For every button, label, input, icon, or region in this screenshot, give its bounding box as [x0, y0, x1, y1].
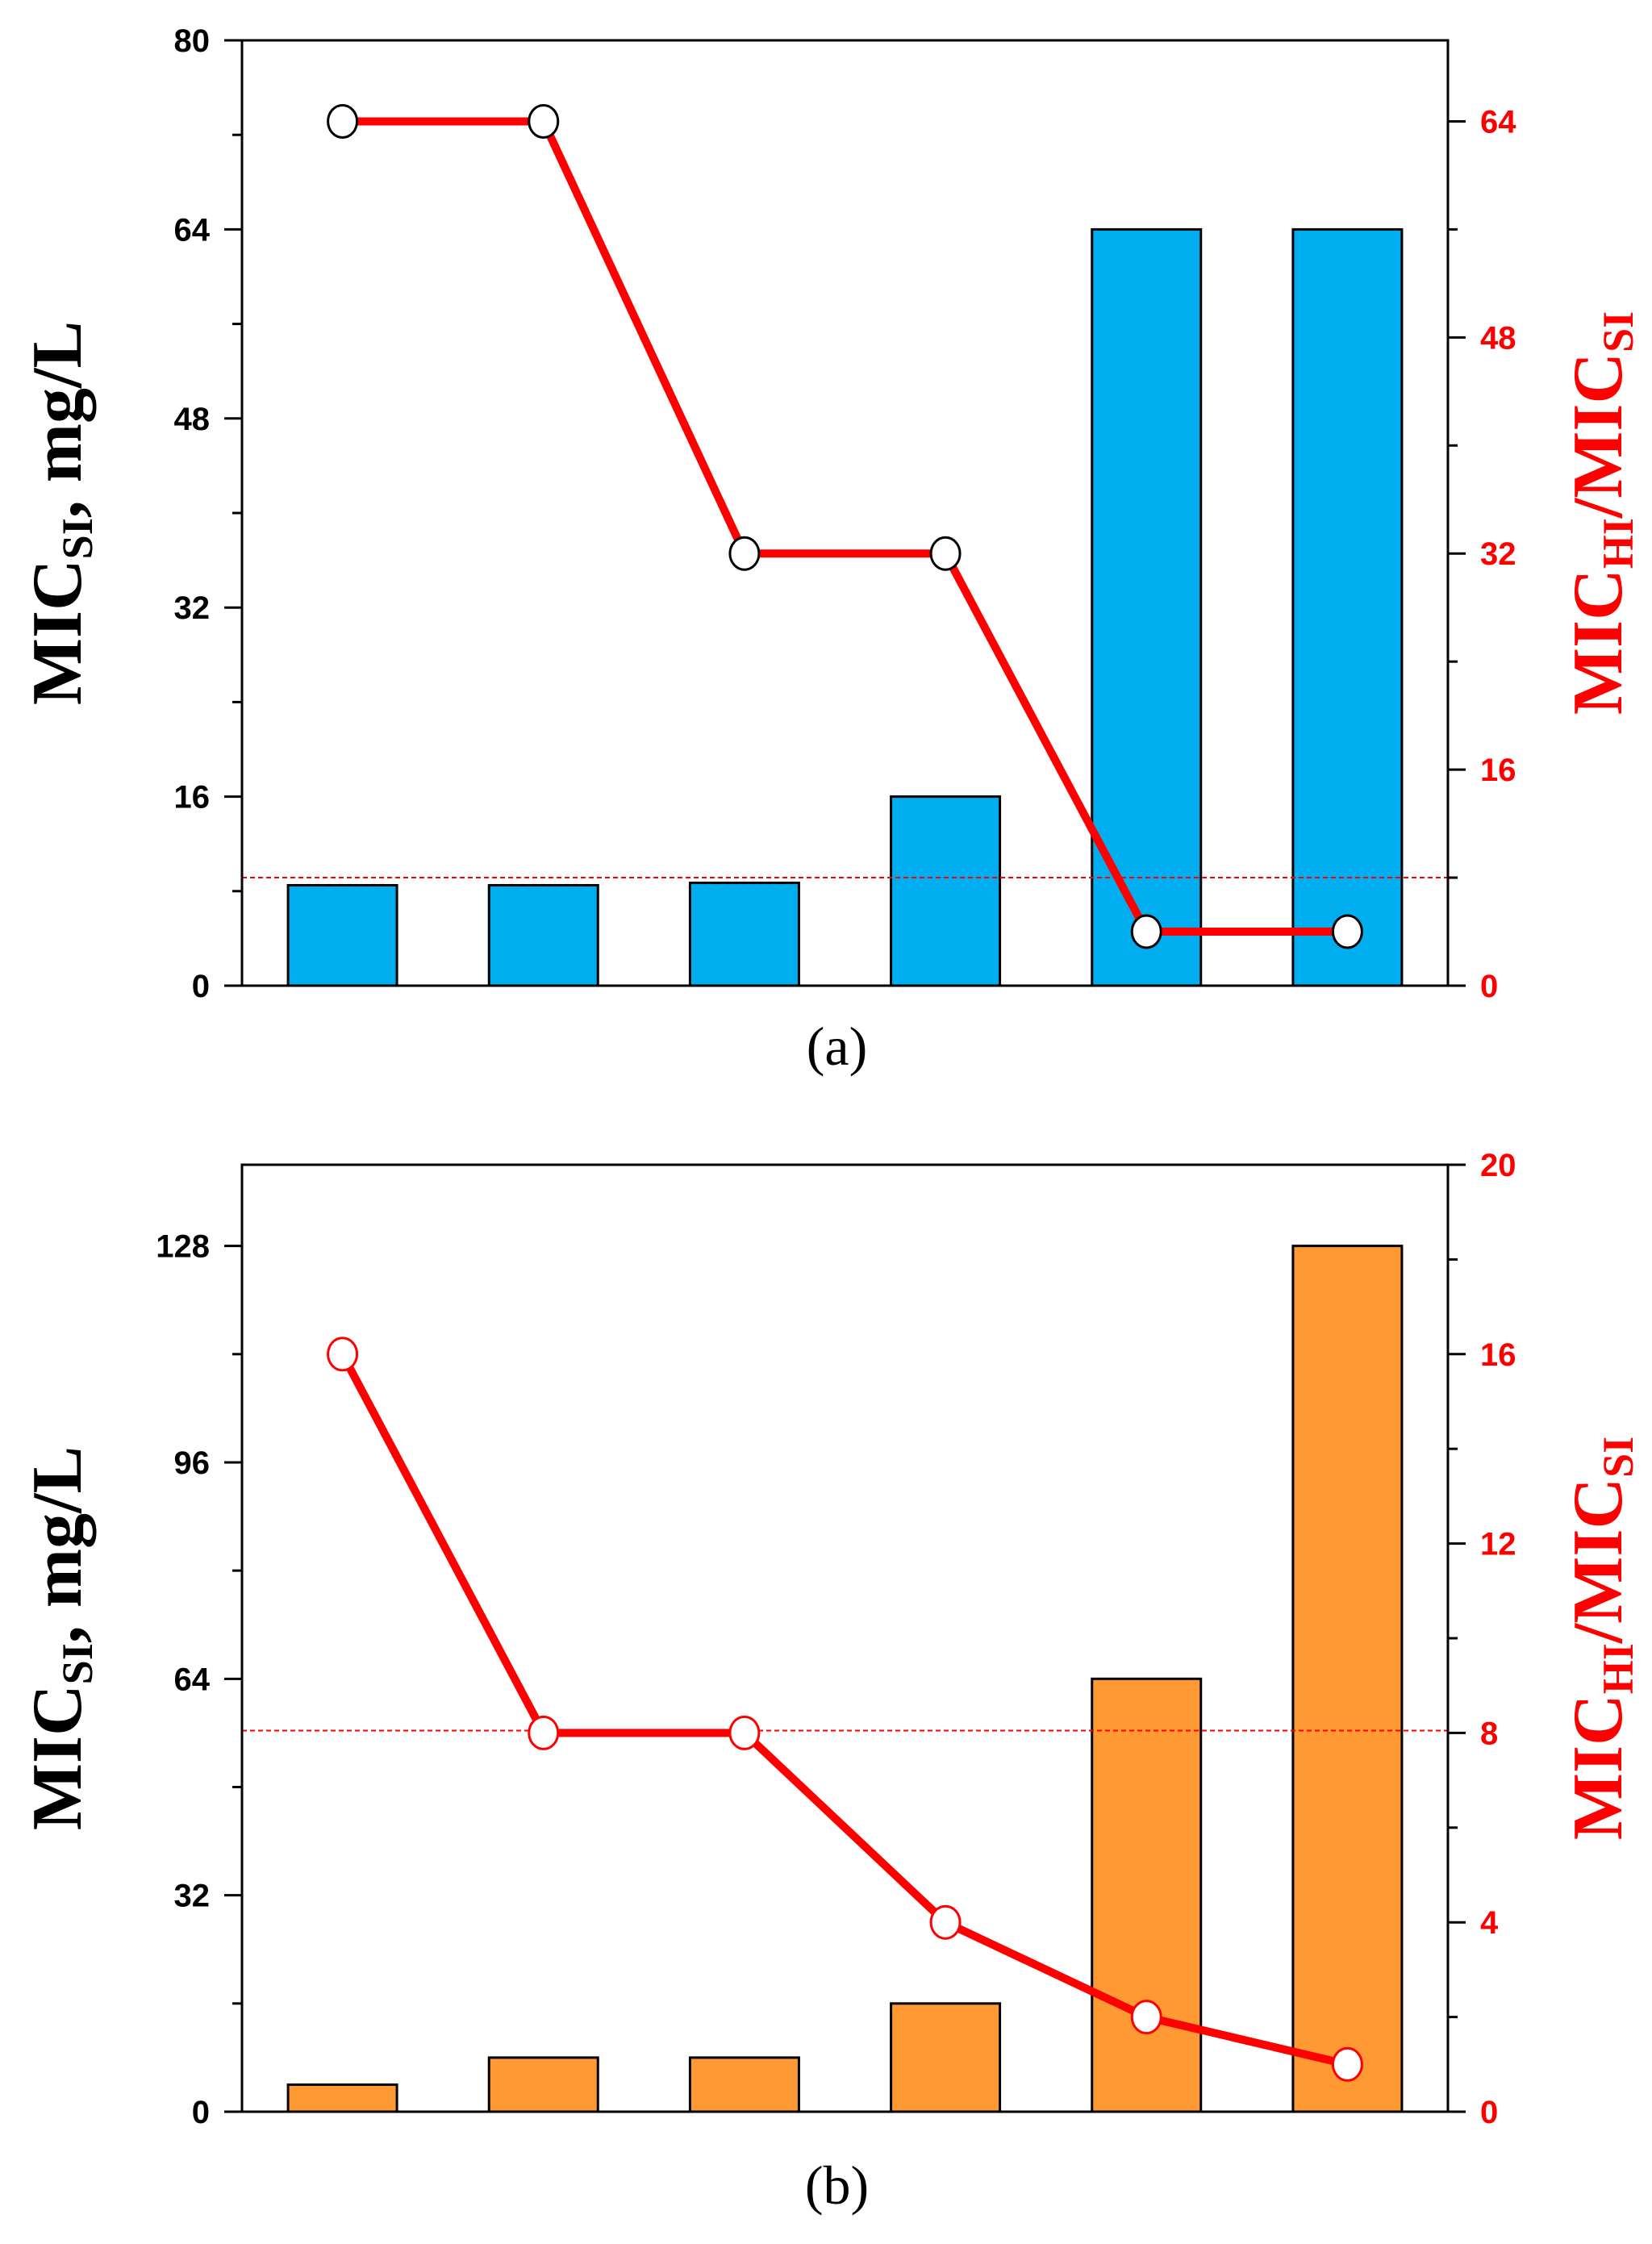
right-tick-label-b: 12 — [1480, 1527, 1516, 1562]
left-tick-label-b: 32 — [174, 1879, 211, 1914]
right-axis-a: 0 16 32 48 64 — [1448, 104, 1516, 1004]
left-axis-title-b: MICSI, mg/L — [19, 1446, 102, 1830]
left-tick-label-a: 0 — [192, 969, 210, 1004]
right-tick-label-a: 32 — [1480, 536, 1516, 572]
ratio-marker-b-2 — [528, 1715, 560, 1750]
ratio-marker-a-6 — [1331, 914, 1363, 949]
left-tick-label-a: 48 — [174, 402, 211, 437]
ratio-markers-a — [327, 103, 1363, 949]
left-title-main-a: MIC — [19, 559, 97, 705]
right-tick-label-b: 20 — [1480, 1148, 1516, 1183]
left-tick-label-b: 128 — [156, 1229, 210, 1265]
bar-a-5 — [1091, 227, 1203, 987]
right-title-main2-b: /MIC — [1559, 1478, 1637, 1644]
bar-a-2 — [487, 883, 599, 987]
right-title-main2-a: /MIC — [1559, 352, 1637, 519]
right-title-sub2-a: SI — [1594, 311, 1642, 352]
right-tick-label-b: 8 — [1480, 1716, 1498, 1751]
right-title-sub2-b: SI — [1594, 1437, 1642, 1478]
bar-a-3 — [688, 882, 800, 987]
right-axis-b: 0 4 8 12 16 20 — [1448, 1148, 1516, 2130]
left-tick-label-b: 64 — [174, 1662, 211, 1697]
right-title-sub1-b: HI — [1594, 1643, 1642, 1694]
left-tick-label-a: 16 — [174, 780, 211, 815]
right-axis-title-b: MICHI/MICSI — [1559, 1437, 1642, 1840]
left-tick-label-b: 96 — [174, 1445, 211, 1481]
ratio-marker-b-3 — [728, 1715, 761, 1750]
plot-frame-a — [240, 39, 1450, 987]
left-title-sub-a: SI — [53, 518, 102, 559]
right-title-main1-b: MIC — [1559, 1694, 1637, 1840]
bars-a — [286, 227, 1404, 987]
bar-b-1 — [286, 2083, 398, 2113]
ratio-marker-a-4 — [929, 536, 962, 571]
panel-label-a: (a) — [807, 1016, 867, 1077]
ratio-marker-b-4 — [929, 1904, 962, 1940]
bar-a-1 — [286, 883, 398, 987]
left-tick-label-a: 32 — [174, 590, 211, 626]
ratio-marker-a-5 — [1130, 914, 1162, 949]
bar-b-3 — [688, 2056, 800, 2113]
right-tick-label-b: 4 — [1480, 1905, 1499, 1941]
left-axis-b: 0 32 64 96 128 — [156, 1229, 242, 2130]
right-tick-label-a: 16 — [1480, 753, 1516, 788]
right-tick-label-a: 48 — [1480, 320, 1516, 356]
bar-b-6 — [1291, 1245, 1404, 2113]
ratio-marker-b-6 — [1331, 2046, 1363, 2082]
right-tick-label-a: 0 — [1480, 969, 1498, 1004]
plot-frame-b — [240, 1163, 1450, 2113]
right-tick-label-b: 16 — [1480, 1337, 1516, 1373]
bar-a-4 — [890, 795, 1002, 987]
left-tick-label-a: 64 — [174, 212, 211, 248]
left-axis-title-a: MICSI, mg/L — [19, 321, 102, 705]
ratio-markers-b — [327, 1337, 1363, 2082]
ratio-marker-b-5 — [1130, 2000, 1162, 2035]
bar-b-2 — [487, 2056, 599, 2113]
left-title-sub-b: SI — [53, 1643, 102, 1684]
ratio-marker-a-2 — [528, 103, 560, 139]
left-axis-a: 0 16 32 48 64 80 — [174, 23, 242, 1004]
left-tick-label-a: 80 — [174, 23, 211, 59]
bars-b — [286, 1245, 1404, 2113]
left-tick-label-b: 0 — [192, 2095, 210, 2130]
left-title-suffix-a: , mg/L — [19, 321, 97, 518]
ratio-line-b — [339, 1352, 1349, 2069]
panel-label-b: (b) — [805, 2154, 869, 2216]
right-axis-title-a: MICHI/MICSI — [1559, 311, 1642, 715]
left-title-suffix-b: , mg/L — [19, 1446, 97, 1643]
right-title-main1-a: MIC — [1559, 569, 1637, 715]
left-title-main-b: MIC — [19, 1684, 97, 1830]
bar-b-4 — [890, 2002, 1002, 2113]
right-tick-label-b: 0 — [1480, 2095, 1498, 2130]
right-title-sub1-a: HI — [1594, 518, 1642, 569]
ratio-marker-a-1 — [327, 103, 359, 139]
ratio-line-a — [342, 117, 1348, 936]
ratio-marker-a-3 — [728, 536, 761, 571]
right-tick-label-a: 64 — [1480, 104, 1516, 140]
bar-b-5 — [1091, 1677, 1203, 2113]
bar-a-6 — [1291, 227, 1404, 987]
ratio-marker-b-1 — [327, 1337, 359, 1372]
